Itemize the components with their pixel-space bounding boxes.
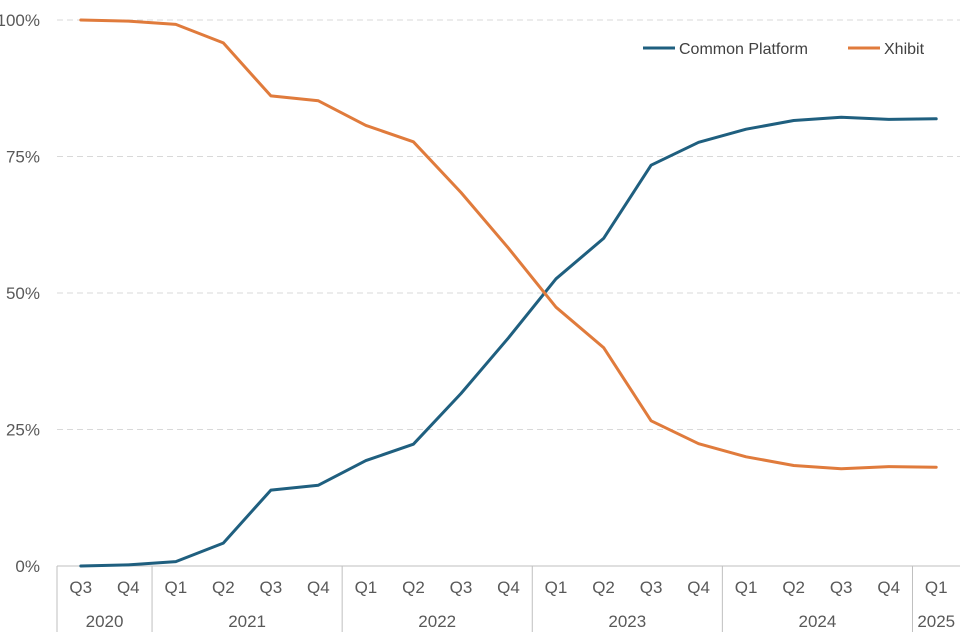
- x-tick-label: Q1: [925, 578, 948, 597]
- y-tick-label: 0%: [15, 557, 40, 576]
- x-year-label: 2022: [418, 612, 456, 631]
- y-tick-label: 50%: [6, 284, 40, 303]
- x-tick-label: Q4: [687, 578, 710, 597]
- x-tick-label: Q3: [830, 578, 853, 597]
- x-year-label: 2021: [228, 612, 266, 631]
- x-tick-label: Q1: [164, 578, 187, 597]
- y-tick-label: 75%: [6, 148, 40, 167]
- x-tick-label: Q4: [117, 578, 140, 597]
- x-tick-label: Q2: [212, 578, 235, 597]
- legend-label: Common Platform: [679, 41, 808, 58]
- x-year-label: 2024: [799, 612, 837, 631]
- x-tick-label: Q3: [640, 578, 663, 597]
- x-year-label: 2020: [86, 612, 124, 631]
- x-tick-label: Q1: [545, 578, 568, 597]
- x-tick-label: Q4: [497, 578, 520, 597]
- x-tick-label: Q3: [450, 578, 473, 597]
- y-tick-label: 100%: [0, 11, 40, 30]
- x-tick-label: Q4: [877, 578, 900, 597]
- series-line-xhibit: [79, 18, 938, 471]
- x-tick-label: Q2: [592, 578, 615, 597]
- x-year-label: 2025: [917, 612, 955, 631]
- x-tick-label: Q3: [69, 578, 92, 597]
- x-tick-label: Q4: [307, 578, 330, 597]
- x-tick-label: Q1: [355, 578, 378, 597]
- series-line-common-platform: [79, 115, 938, 568]
- legend-label: Xhibit: [884, 41, 925, 58]
- x-tick-label: Q1: [735, 578, 758, 597]
- y-tick-label: 25%: [6, 421, 40, 440]
- x-tick-label: Q3: [260, 578, 283, 597]
- x-tick-label: Q2: [782, 578, 805, 597]
- x-year-label: 2023: [608, 612, 646, 631]
- x-tick-label: Q2: [402, 578, 425, 597]
